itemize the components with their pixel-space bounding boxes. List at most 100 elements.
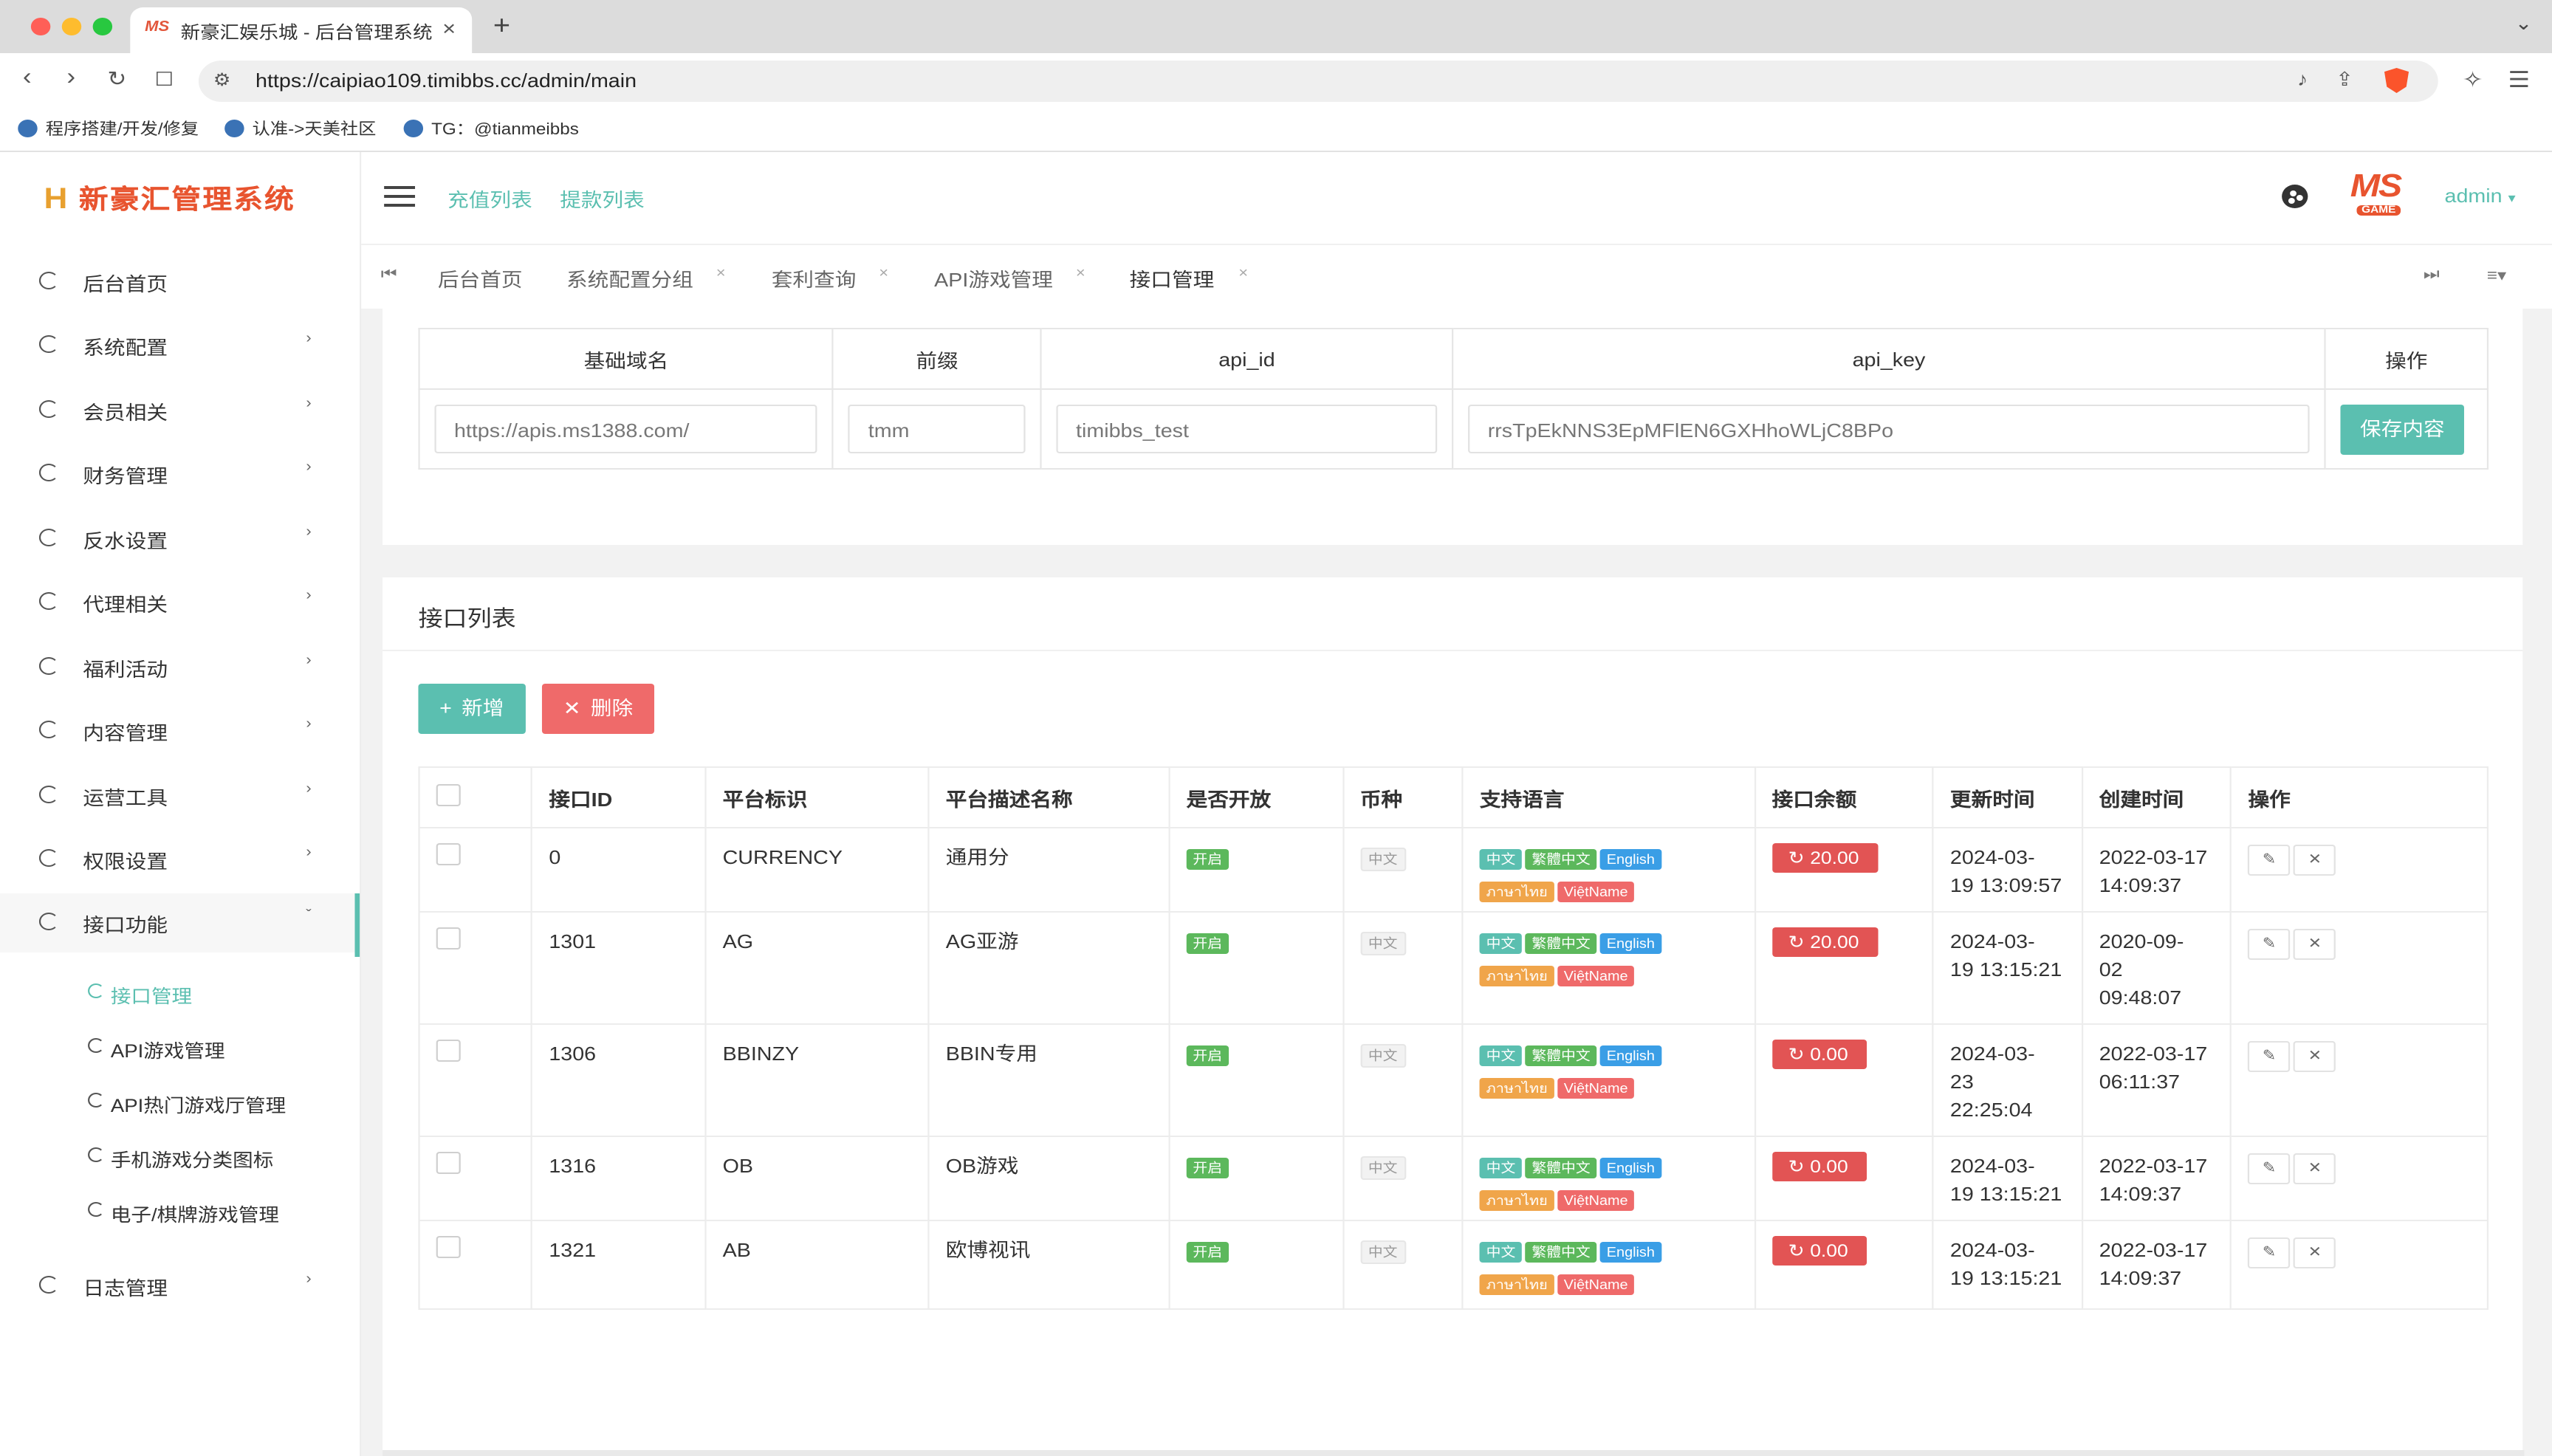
sidebar-item-agents[interactable]: 代理相关 › (0, 573, 360, 632)
page-tab-system-config-groups[interactable]: 系统配置分组 × (566, 266, 726, 291)
platform-code: AB (704, 1220, 930, 1310)
interface-id: 1316 (531, 1136, 707, 1221)
open-status-badge: 开启 (1186, 1045, 1229, 1066)
refresh-icon: ↻ (1788, 932, 1805, 952)
share-icon[interactable]: ⇪ (2336, 68, 2354, 90)
sidebar-item-rebate[interactable]: 反水设置 › (0, 509, 360, 569)
circle-icon (88, 1093, 105, 1108)
tab-list-chevron-icon[interactable]: ⌄ (2514, 12, 2533, 34)
balance-refresh-button[interactable]: ↻ 20.00 (1771, 927, 1879, 957)
tab-close-icon[interactable]: × (879, 266, 889, 282)
sidebar-item-operations[interactable]: 运营工具 › (0, 766, 360, 825)
recharge-list-link[interactable]: 充值列表 (447, 189, 532, 211)
edit-pencil-icon[interactable]: ✎ (2248, 929, 2291, 960)
reload-icon[interactable]: ↻ (107, 66, 127, 90)
delete-x-icon[interactable]: ✕ (2294, 1041, 2336, 1072)
row-checkbox[interactable] (436, 1236, 461, 1258)
palette-icon[interactable] (2282, 185, 2308, 208)
window-minimize-button[interactable] (61, 18, 82, 35)
browser-tab[interactable]: MS 新豪汇娱乐城 - 后台管理系统 × (130, 7, 473, 53)
tabs-scroll-right-icon[interactable]: ⏭ (2423, 266, 2440, 284)
edit-pencil-icon[interactable]: ✎ (2248, 1237, 2291, 1268)
leo-ai-icon[interactable]: ✧ (2462, 68, 2483, 93)
bookmark-item[interactable]: 程序搭建/开发/修复 (18, 117, 199, 140)
tab-close-icon[interactable]: × (1238, 266, 1249, 282)
new-tab-button[interactable]: + (493, 10, 511, 40)
sidebar-item-home[interactable]: 后台首页 (0, 253, 360, 312)
sidebar-sub-api-games[interactable]: API游戏管理 (0, 1025, 360, 1072)
sidebar-sub-mobile-icons[interactable]: 手机游戏分类图标 (0, 1134, 360, 1181)
forward-icon[interactable]: › (66, 65, 76, 90)
open-status-badge: 开启 (1186, 1158, 1229, 1178)
circle-icon (38, 849, 59, 867)
site-settings-icon[interactable]: ⚙ (213, 69, 231, 90)
withdraw-list-link[interactable]: 提款列表 (560, 189, 645, 211)
media-icon[interactable]: ♪ (2297, 68, 2308, 90)
address-bar[interactable]: ⚙ https://caipiao109.timibbs.cc/admin/ma… (198, 61, 2438, 102)
user-menu[interactable]: admin ▾ (2444, 185, 2516, 207)
sidebar-sub-api-hot-halls[interactable]: API热门游戏厅管理 (0, 1079, 360, 1127)
edit-pencil-icon[interactable]: ✎ (2248, 845, 2291, 876)
sidebar-item-content[interactable]: 内容管理 › (0, 701, 360, 760)
tab-close-icon[interactable]: × (442, 16, 456, 40)
balance-refresh-button[interactable]: ↻ 20.00 (1771, 843, 1879, 873)
bookmark-item[interactable]: 认准->天美社区 (224, 117, 376, 140)
save-button[interactable]: 保存内容 (2340, 404, 2465, 454)
back-icon[interactable]: ‹ (22, 65, 32, 90)
sidebar-item-promotions[interactable]: 福利活动 › (0, 638, 360, 697)
sidebar-item-finance[interactable]: 财务管理 › (0, 444, 360, 504)
api-id-input[interactable]: timibbs_test (1056, 405, 1438, 453)
delete-button[interactable]: ✕ 删除 (541, 684, 654, 734)
bookmark-item[interactable]: TG：@tianmeibbs (403, 117, 579, 140)
column-header: 前缀 (832, 328, 1042, 390)
window-zoom-button[interactable] (92, 18, 113, 35)
prefix-input[interactable]: tmm (848, 405, 1026, 453)
sidebar-sub-interface-management[interactable]: 接口管理 (0, 970, 360, 1017)
circle-icon (38, 400, 59, 418)
add-button[interactable]: + 新增 (418, 684, 526, 734)
sidebar-item-logs[interactable]: 日志管理 › (0, 1257, 360, 1316)
delete-x-icon[interactable]: ✕ (2294, 1237, 2336, 1268)
page-tab-api-games[interactable]: API游戏管理 × (934, 266, 1085, 291)
tabs-menu-icon[interactable]: ≡▾ (2486, 267, 2507, 285)
page-tab-arbitrage-query[interactable]: 套利查询 × (771, 266, 889, 291)
url-text[interactable]: https://caipiao109.timibbs.cc/admin/main (255, 69, 637, 92)
balance-refresh-button[interactable]: ↻ 0.00 (1771, 1152, 1868, 1181)
chevron-right-icon: › (306, 459, 312, 475)
window-close-button[interactable] (30, 18, 51, 35)
delete-x-icon[interactable]: ✕ (2294, 845, 2336, 876)
delete-x-icon[interactable]: ✕ (2294, 1153, 2336, 1184)
sidebar-item-interface[interactable]: 接口功能 ˇ (0, 893, 360, 957)
currency-badge: 中文 (1359, 1044, 1406, 1068)
bookmark-icon[interactable]: ☐ (154, 68, 174, 90)
sidebar-item-system-config[interactable]: 系统配置 › (0, 316, 360, 375)
balance-refresh-button[interactable]: ↻ 0.00 (1771, 1236, 1868, 1266)
edit-pencil-icon[interactable]: ✎ (2248, 1153, 2291, 1184)
tabs-scroll-left-icon[interactable]: ⏮ (380, 266, 397, 284)
api-key-input[interactable]: rrsTpEkNNS3EpMFlEN6GXHhoWLjC8BPo (1468, 405, 2310, 453)
sidebar-sub-slot-games[interactable]: 电子/棋牌游戏管理 (0, 1189, 360, 1236)
tab-close-icon[interactable]: × (716, 266, 726, 282)
delete-x-icon[interactable]: ✕ (2294, 929, 2336, 960)
sidebar-item-members[interactable]: 会员相关 › (0, 381, 360, 440)
brave-shield-icon[interactable] (2384, 68, 2409, 93)
row-checkbox[interactable] (436, 1040, 461, 1062)
browser-menu-icon[interactable]: ☰ (2508, 68, 2531, 93)
row-checkbox[interactable] (436, 843, 461, 865)
edit-pencil-icon[interactable]: ✎ (2248, 1041, 2291, 1072)
config-action-cell: 保存内容 (2324, 388, 2489, 470)
horizontal-scrollbar[interactable] (382, 1450, 2525, 1456)
sidebar-item-permissions[interactable]: 权限设置 › (0, 830, 360, 889)
base-domain-input[interactable]: https://apis.ms1388.com/ (434, 405, 818, 453)
app-logo[interactable]: H 新豪汇管理系统 (44, 179, 295, 217)
tab-close-icon[interactable]: × (1075, 266, 1085, 282)
page-tab-interface-management[interactable]: 接口管理 × (1108, 245, 1272, 312)
circle-icon (88, 1147, 105, 1162)
avatar[interactable]: MS GAME (2350, 167, 2402, 216)
row-checkbox[interactable] (436, 1152, 461, 1174)
page-tab-home[interactable]: 后台首页 (437, 269, 523, 291)
menu-toggle-icon[interactable] (384, 186, 416, 207)
row-checkbox[interactable] (436, 927, 461, 950)
select-all-checkbox[interactable] (436, 784, 461, 806)
balance-refresh-button[interactable]: ↻ 0.00 (1771, 1040, 1868, 1069)
